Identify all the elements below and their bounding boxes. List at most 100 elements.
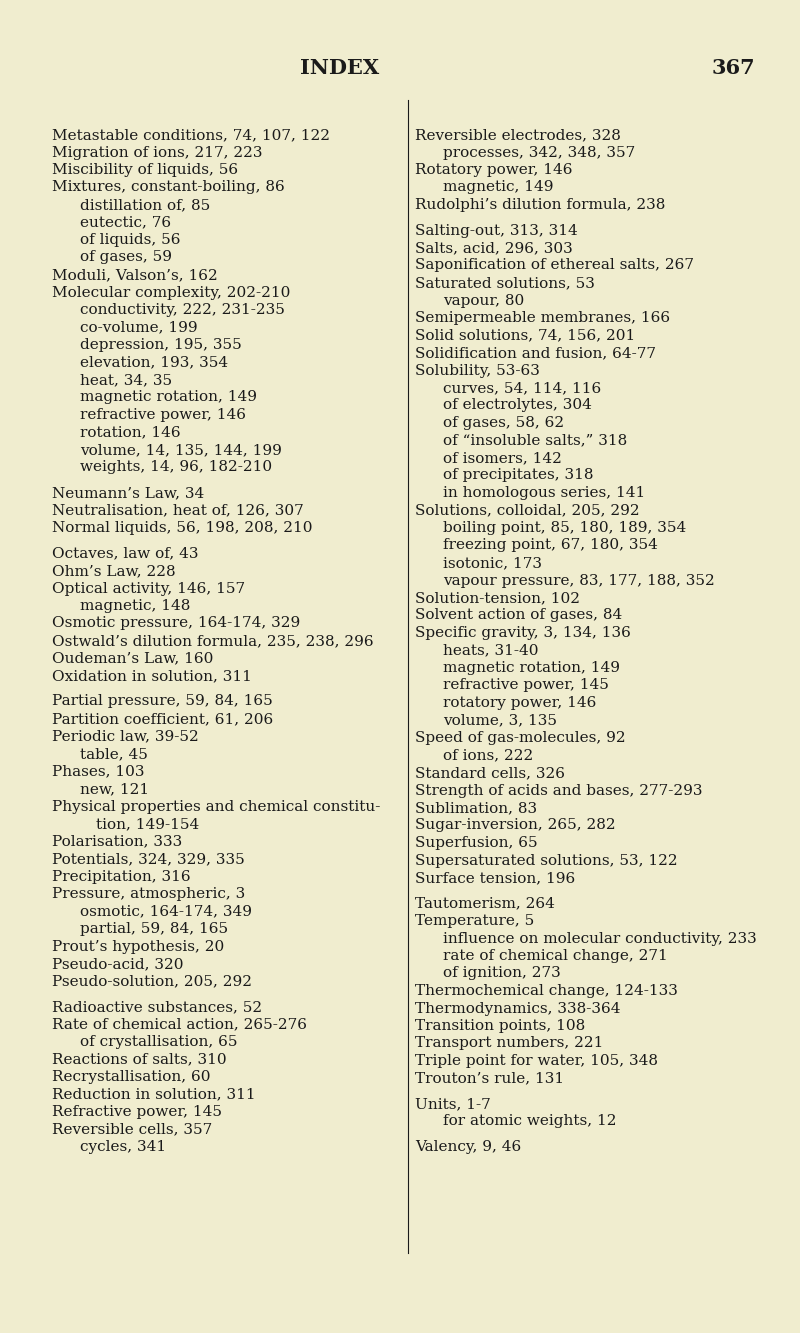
Text: Reversible cells, 357: Reversible cells, 357 bbox=[52, 1122, 212, 1137]
Text: Pressure, atmospheric, 3: Pressure, atmospheric, 3 bbox=[52, 886, 246, 901]
Text: Partial pressure, 59, 84, 165: Partial pressure, 59, 84, 165 bbox=[52, 694, 273, 709]
Text: processes, 342, 348, 357: processes, 342, 348, 357 bbox=[443, 145, 635, 160]
Text: influence on molecular conductivity, 233: influence on molecular conductivity, 233 bbox=[443, 932, 757, 945]
Text: Normal liquids, 56, 198, 208, 210: Normal liquids, 56, 198, 208, 210 bbox=[52, 521, 313, 535]
Text: Solidification and fusion, 64-77: Solidification and fusion, 64-77 bbox=[415, 347, 656, 360]
Text: depression, 195, 355: depression, 195, 355 bbox=[80, 339, 242, 352]
Text: 367: 367 bbox=[711, 59, 755, 79]
Text: vapour, 80: vapour, 80 bbox=[443, 293, 524, 308]
Text: Ohm’s Law, 228: Ohm’s Law, 228 bbox=[52, 564, 176, 579]
Text: vapour pressure, 83, 177, 188, 352: vapour pressure, 83, 177, 188, 352 bbox=[443, 573, 714, 588]
Text: Osmotic pressure, 164-174, 329: Osmotic pressure, 164-174, 329 bbox=[52, 616, 300, 631]
Text: Reactions of salts, 310: Reactions of salts, 310 bbox=[52, 1053, 226, 1066]
Text: Potentials, 324, 329, 335: Potentials, 324, 329, 335 bbox=[52, 852, 245, 866]
Text: of electrolytes, 304: of electrolytes, 304 bbox=[443, 399, 592, 412]
Text: Pseudo-solution, 205, 292: Pseudo-solution, 205, 292 bbox=[52, 974, 252, 989]
Text: Trouton’s rule, 131: Trouton’s rule, 131 bbox=[415, 1072, 564, 1085]
Text: Sublimation, 83: Sublimation, 83 bbox=[415, 801, 537, 814]
Text: Neumann’s Law, 34: Neumann’s Law, 34 bbox=[52, 487, 204, 500]
Text: Neutralisation, heat of, 126, 307: Neutralisation, heat of, 126, 307 bbox=[52, 504, 304, 517]
Text: rate of chemical change, 271: rate of chemical change, 271 bbox=[443, 949, 668, 962]
Text: of “insoluble salts,” 318: of “insoluble salts,” 318 bbox=[443, 433, 627, 448]
Text: boiling point, 85, 180, 189, 354: boiling point, 85, 180, 189, 354 bbox=[443, 521, 686, 535]
Text: magnetic rotation, 149: magnetic rotation, 149 bbox=[80, 391, 257, 404]
Text: eutectic, 76: eutectic, 76 bbox=[80, 216, 171, 229]
Text: Oxidation in solution, 311: Oxidation in solution, 311 bbox=[52, 669, 252, 682]
Text: Octaves, law of, 43: Octaves, law of, 43 bbox=[52, 547, 198, 560]
Text: magnetic rotation, 149: magnetic rotation, 149 bbox=[443, 661, 620, 674]
Text: of liquids, 56: of liquids, 56 bbox=[80, 233, 181, 247]
Text: Tautomerism, 264: Tautomerism, 264 bbox=[415, 897, 555, 910]
Text: table, 45: table, 45 bbox=[80, 746, 148, 761]
Text: Molecular complexity, 202-210: Molecular complexity, 202-210 bbox=[52, 285, 290, 300]
Text: Moduli, Valson’s, 162: Moduli, Valson’s, 162 bbox=[52, 268, 218, 283]
Text: Solutions, colloidal, 205, 292: Solutions, colloidal, 205, 292 bbox=[415, 504, 640, 517]
Text: Migration of ions, 217, 223: Migration of ions, 217, 223 bbox=[52, 145, 262, 160]
Text: Temperature, 5: Temperature, 5 bbox=[415, 914, 534, 928]
Text: freezing point, 67, 180, 354: freezing point, 67, 180, 354 bbox=[443, 539, 658, 552]
Text: Mixtures, constant-boiling, 86: Mixtures, constant-boiling, 86 bbox=[52, 180, 285, 195]
Text: Saturated solutions, 53: Saturated solutions, 53 bbox=[415, 276, 595, 291]
Text: Recrystallisation, 60: Recrystallisation, 60 bbox=[52, 1070, 210, 1084]
Text: Sugar-inversion, 265, 282: Sugar-inversion, 265, 282 bbox=[415, 818, 616, 833]
Text: weights, 14, 96, 182-210: weights, 14, 96, 182-210 bbox=[80, 460, 272, 475]
Text: Periodic law, 39-52: Periodic law, 39-52 bbox=[52, 729, 198, 744]
Text: heats, 31-40: heats, 31-40 bbox=[443, 644, 538, 657]
Text: Miscibility of liquids, 56: Miscibility of liquids, 56 bbox=[52, 163, 238, 177]
Text: Oudeman’s Law, 160: Oudeman’s Law, 160 bbox=[52, 652, 214, 665]
Text: Refractive power, 145: Refractive power, 145 bbox=[52, 1105, 222, 1118]
Text: rotation, 146: rotation, 146 bbox=[80, 425, 181, 440]
Text: of gases, 59: of gases, 59 bbox=[80, 251, 172, 264]
Text: Pseudo-acid, 320: Pseudo-acid, 320 bbox=[52, 957, 183, 970]
Text: Solid solutions, 74, 156, 201: Solid solutions, 74, 156, 201 bbox=[415, 328, 635, 343]
Text: elevation, 193, 354: elevation, 193, 354 bbox=[80, 356, 228, 369]
Text: Superfusion, 65: Superfusion, 65 bbox=[415, 836, 538, 850]
Text: refractive power, 145: refractive power, 145 bbox=[443, 678, 609, 693]
Text: of isomers, 142: of isomers, 142 bbox=[443, 451, 562, 465]
Text: Speed of gas-molecules, 92: Speed of gas-molecules, 92 bbox=[415, 730, 626, 745]
Text: Polarisation, 333: Polarisation, 333 bbox=[52, 834, 182, 849]
Text: Reduction in solution, 311: Reduction in solution, 311 bbox=[52, 1088, 256, 1101]
Text: Ostwald’s dilution formula, 235, 238, 296: Ostwald’s dilution formula, 235, 238, 29… bbox=[52, 635, 374, 648]
Text: Solution-tension, 102: Solution-tension, 102 bbox=[415, 591, 580, 605]
Text: for atomic weights, 12: for atomic weights, 12 bbox=[443, 1114, 617, 1129]
Text: magnetic, 148: magnetic, 148 bbox=[80, 599, 190, 613]
Text: curves, 54, 114, 116: curves, 54, 114, 116 bbox=[443, 381, 602, 395]
Text: INDEX: INDEX bbox=[300, 59, 380, 79]
Text: osmotic, 164-174, 349: osmotic, 164-174, 349 bbox=[80, 905, 252, 918]
Text: Saponification of ethereal salts, 267: Saponification of ethereal salts, 267 bbox=[415, 259, 694, 272]
Text: Metastable conditions, 74, 107, 122: Metastable conditions, 74, 107, 122 bbox=[52, 128, 330, 143]
Text: Semipermeable membranes, 166: Semipermeable membranes, 166 bbox=[415, 311, 670, 325]
Text: volume, 3, 135: volume, 3, 135 bbox=[443, 713, 557, 728]
Text: refractive power, 146: refractive power, 146 bbox=[80, 408, 246, 423]
Text: Prout’s hypothesis, 20: Prout’s hypothesis, 20 bbox=[52, 940, 224, 953]
Text: Phases, 103: Phases, 103 bbox=[52, 765, 145, 778]
Text: magnetic, 149: magnetic, 149 bbox=[443, 180, 554, 195]
Text: Triple point for water, 105, 348: Triple point for water, 105, 348 bbox=[415, 1054, 658, 1068]
Text: Specific gravity, 3, 134, 136: Specific gravity, 3, 134, 136 bbox=[415, 627, 631, 640]
Text: conductivity, 222, 231-235: conductivity, 222, 231-235 bbox=[80, 303, 285, 317]
Text: Thermodynamics, 338-364: Thermodynamics, 338-364 bbox=[415, 1001, 621, 1016]
Text: distillation of, 85: distillation of, 85 bbox=[80, 199, 210, 212]
Text: Rotatory power, 146: Rotatory power, 146 bbox=[415, 163, 573, 177]
Text: volume, 14, 135, 144, 199: volume, 14, 135, 144, 199 bbox=[80, 443, 282, 457]
Text: Physical properties and chemical constitu-: Physical properties and chemical constit… bbox=[52, 800, 380, 813]
Text: Radioactive substances, 52: Radioactive substances, 52 bbox=[52, 1000, 262, 1014]
Text: Surface tension, 196: Surface tension, 196 bbox=[415, 870, 575, 885]
Text: Transport numbers, 221: Transport numbers, 221 bbox=[415, 1037, 603, 1050]
Text: co-volume, 199: co-volume, 199 bbox=[80, 320, 198, 335]
Text: Transition points, 108: Transition points, 108 bbox=[415, 1018, 586, 1033]
Text: isotonic, 173: isotonic, 173 bbox=[443, 556, 542, 571]
Text: in homologous series, 141: in homologous series, 141 bbox=[443, 487, 646, 500]
Text: of crystallisation, 65: of crystallisation, 65 bbox=[80, 1034, 238, 1049]
Text: of ignition, 273: of ignition, 273 bbox=[443, 966, 561, 981]
Text: Strength of acids and bases, 277-293: Strength of acids and bases, 277-293 bbox=[415, 784, 702, 797]
Text: cycles, 341: cycles, 341 bbox=[80, 1140, 166, 1154]
Text: of precipitates, 318: of precipitates, 318 bbox=[443, 468, 594, 483]
Text: Standard cells, 326: Standard cells, 326 bbox=[415, 766, 565, 780]
Text: of gases, 58, 62: of gases, 58, 62 bbox=[443, 416, 564, 431]
Text: Solubility, 53-63: Solubility, 53-63 bbox=[415, 364, 540, 377]
Text: Thermochemical change, 124-133: Thermochemical change, 124-133 bbox=[415, 984, 678, 998]
Text: Optical activity, 146, 157: Optical activity, 146, 157 bbox=[52, 581, 245, 596]
Text: Solvent action of gases, 84: Solvent action of gases, 84 bbox=[415, 608, 622, 623]
